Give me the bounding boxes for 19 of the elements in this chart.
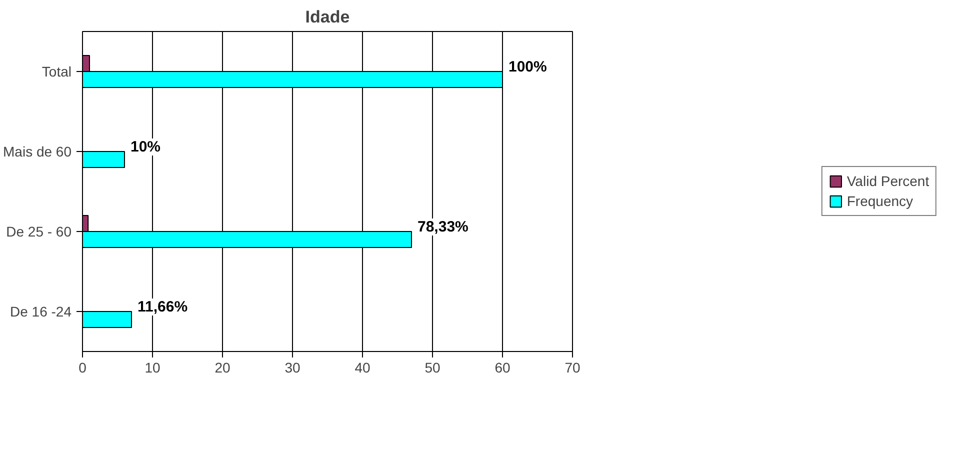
y-tick-label: Total [42,64,72,80]
y-tick-label: De 25 - 60 [6,224,72,240]
x-tick-label: 0 [78,360,87,376]
x-tick-label: 70 [564,360,580,376]
annotation: 100% [508,58,547,76]
chart-title: Idade [305,8,350,26]
legend-label: Valid Percent [846,173,930,189]
legend-label: Frequency [846,193,914,209]
x-tick-label: 60 [494,360,510,376]
x-tick-label: 40 [354,360,370,376]
annotation: 10% [130,138,161,156]
y-tick-label: Mais de 60 [3,144,72,160]
annotation: 11,66% [138,298,188,316]
annotation: 78,33% [418,218,468,236]
x-tick-label: 30 [284,360,300,376]
y-tick-label: De 16 -24 [10,304,72,320]
x-tick-label: 10 [144,360,160,376]
x-tick-label: 50 [424,360,440,376]
x-tick-label: 20 [214,360,230,376]
